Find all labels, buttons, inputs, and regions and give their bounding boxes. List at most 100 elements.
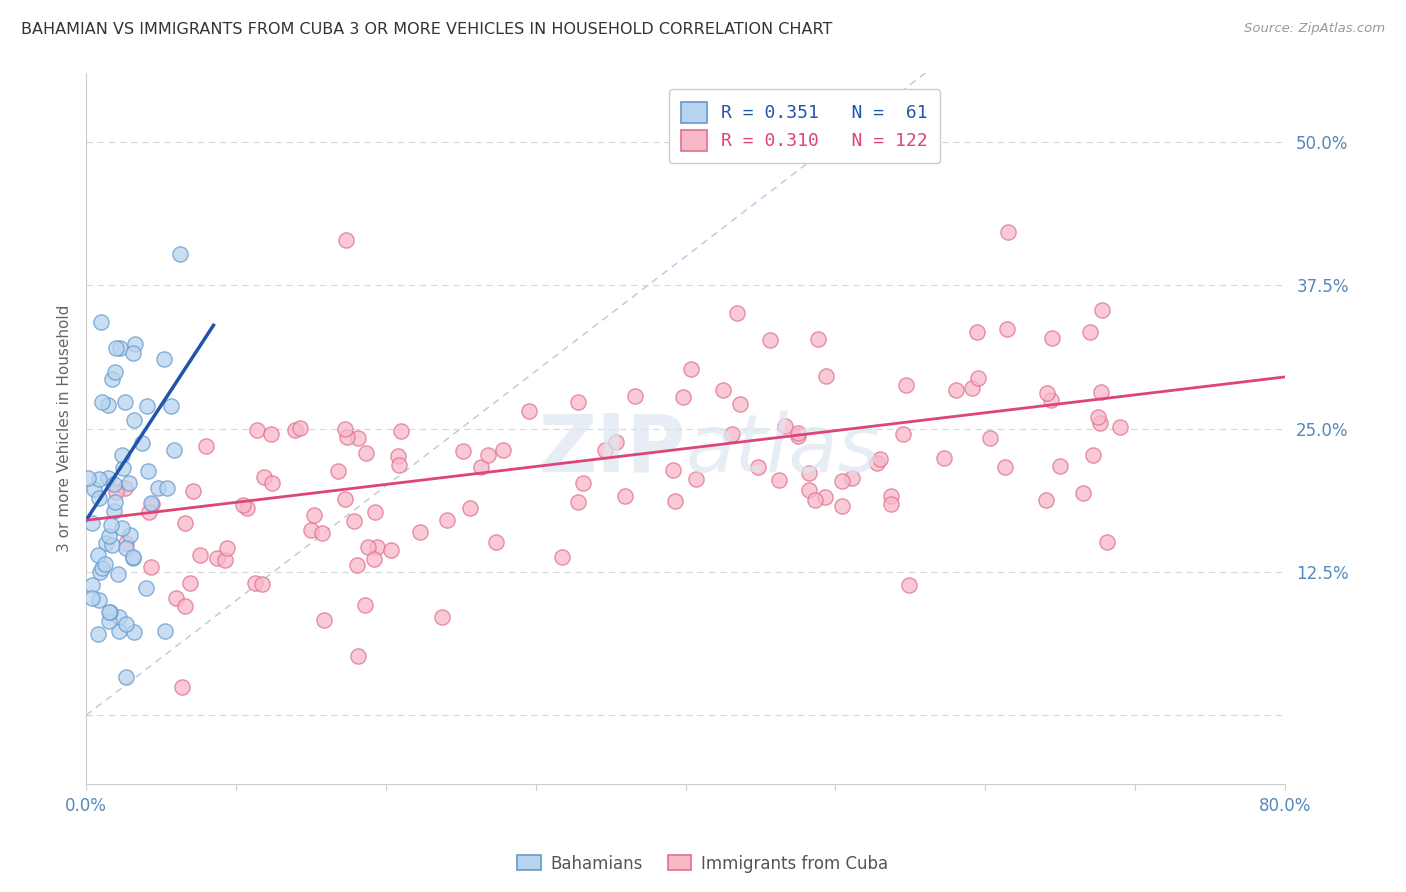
Point: [260, 427, 283, 442]
Point: [90, 395, 112, 409]
Point: [217, 541, 239, 555]
Point: [786, 425, 808, 440]
Point: [83, 482, 105, 496]
Point: [879, 497, 901, 511]
Point: [174, 516, 197, 530]
Point: [357, 541, 380, 555]
Point: [387, 449, 409, 463]
Point: [82, 578, 104, 592]
Point: [945, 383, 967, 397]
Point: [550, 550, 572, 565]
Point: [335, 233, 357, 247]
Point: [492, 443, 515, 458]
Point: [679, 362, 702, 376]
Point: [121, 549, 143, 564]
Point: [799, 466, 821, 480]
Point: [89, 566, 111, 580]
Point: [312, 613, 335, 627]
Point: [1040, 330, 1063, 344]
Point: [787, 428, 810, 442]
Point: [380, 543, 402, 558]
Point: [100, 518, 122, 533]
Point: [111, 521, 134, 535]
Point: [567, 495, 589, 509]
Point: [105, 485, 128, 500]
Point: [311, 526, 333, 541]
Point: [141, 496, 163, 510]
Point: [804, 492, 827, 507]
Point: [246, 424, 269, 438]
Point: [1108, 419, 1130, 434]
Point: [163, 442, 186, 457]
Point: [436, 513, 458, 527]
Point: [934, 451, 956, 466]
Point: [728, 397, 751, 411]
Point: [236, 500, 259, 515]
Point: [336, 430, 359, 444]
Point: [179, 576, 201, 591]
Point: [994, 459, 1017, 474]
Point: [485, 535, 508, 549]
Point: [135, 581, 157, 595]
Point: [814, 491, 837, 505]
Point: [101, 372, 124, 386]
Point: [815, 368, 838, 383]
Point: [124, 624, 146, 639]
Point: [797, 483, 820, 498]
Point: [131, 436, 153, 450]
Point: [98, 605, 121, 619]
Point: [96, 536, 118, 550]
Point: [253, 469, 276, 483]
Point: [662, 463, 685, 477]
Point: [288, 421, 311, 435]
Point: [896, 378, 918, 392]
Point: [967, 371, 990, 385]
Point: [97, 471, 120, 485]
Point: [356, 446, 378, 460]
Point: [880, 489, 903, 503]
Point: [205, 550, 228, 565]
Point: [995, 321, 1018, 335]
Point: [869, 451, 891, 466]
Point: [997, 225, 1019, 239]
Point: [94, 558, 117, 572]
Point: [284, 423, 307, 437]
Point: [122, 551, 145, 566]
Point: [302, 508, 325, 522]
Point: [979, 431, 1001, 445]
Point: [87, 472, 110, 486]
Point: [188, 548, 211, 562]
Point: [572, 475, 595, 490]
Point: [593, 442, 616, 457]
Point: [1035, 386, 1057, 401]
Point: [87, 491, 110, 506]
Point: [139, 560, 162, 574]
Point: [159, 400, 181, 414]
Point: [721, 427, 744, 442]
Point: [1090, 385, 1112, 400]
Point: [346, 558, 368, 572]
Y-axis label: 3 or more Vehicles in Household: 3 or more Vehicles in Household: [58, 305, 72, 552]
Point: [108, 610, 131, 624]
Point: [153, 624, 176, 638]
Text: ZIP: ZIP: [538, 411, 686, 489]
Point: [107, 567, 129, 582]
Point: [103, 476, 125, 491]
Point: [685, 472, 707, 486]
Legend: Bahamians, Immigrants from Cuba: Bahamians, Immigrants from Cuba: [510, 848, 896, 880]
Point: [841, 471, 863, 485]
Point: [141, 497, 163, 511]
Point: [672, 391, 695, 405]
Point: [108, 341, 131, 355]
Point: [807, 332, 830, 346]
Point: [1087, 410, 1109, 425]
Point: [108, 624, 131, 638]
Point: [517, 404, 540, 418]
Point: [214, 552, 236, 566]
Point: [831, 500, 853, 514]
Point: [124, 336, 146, 351]
Point: [232, 498, 254, 512]
Point: [768, 473, 790, 487]
Point: [1040, 392, 1063, 407]
Point: [87, 627, 110, 641]
